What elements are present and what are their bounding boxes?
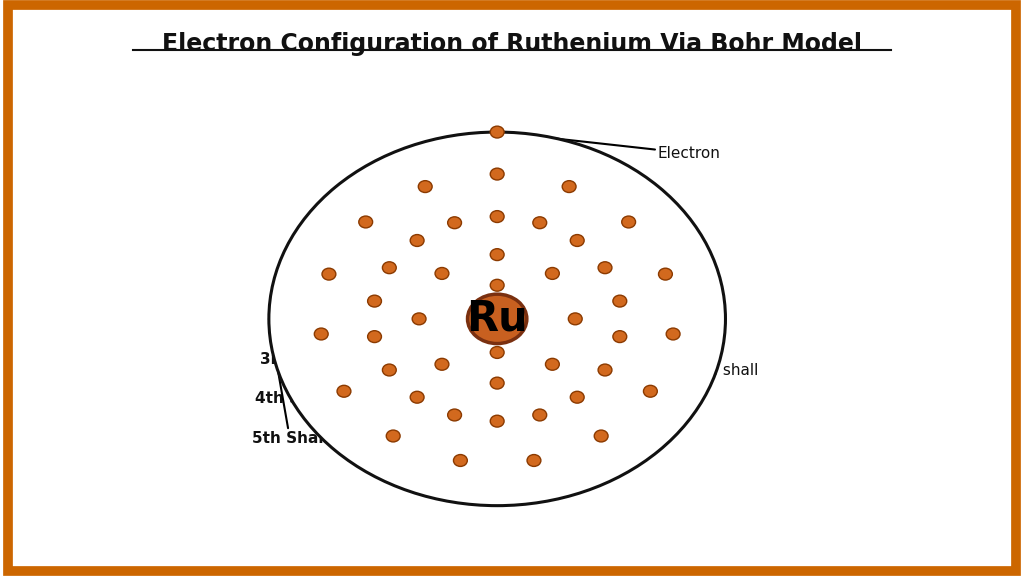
Ellipse shape (490, 126, 504, 138)
Ellipse shape (594, 430, 608, 442)
Ellipse shape (418, 181, 432, 192)
Ellipse shape (568, 313, 583, 325)
Ellipse shape (613, 295, 627, 307)
Ellipse shape (382, 262, 396, 274)
Text: Electron Configuration of Ruthenium Via Bohr Model: Electron Configuration of Ruthenium Via … (162, 32, 862, 56)
Ellipse shape (269, 132, 725, 506)
Ellipse shape (411, 234, 424, 247)
Ellipse shape (598, 262, 612, 274)
Ellipse shape (386, 430, 400, 442)
Text: 2ndShall: 2ndShall (266, 314, 419, 329)
Ellipse shape (490, 377, 504, 389)
Ellipse shape (454, 454, 467, 467)
Ellipse shape (622, 216, 636, 228)
Ellipse shape (314, 328, 328, 340)
Ellipse shape (435, 358, 449, 370)
Ellipse shape (490, 168, 504, 180)
Ellipse shape (368, 331, 382, 343)
Ellipse shape (321, 174, 674, 464)
Ellipse shape (562, 181, 577, 192)
Ellipse shape (527, 454, 541, 467)
Ellipse shape (546, 267, 559, 279)
Ellipse shape (322, 268, 336, 280)
Ellipse shape (490, 249, 504, 260)
Ellipse shape (570, 234, 584, 247)
Ellipse shape (490, 415, 504, 427)
Ellipse shape (435, 267, 449, 279)
Text: Valence shall: Valence shall (657, 319, 758, 378)
Ellipse shape (490, 347, 504, 358)
Ellipse shape (419, 255, 575, 383)
Text: Electron: Electron (498, 132, 721, 161)
Text: 4th Shall: 4th Shall (255, 319, 332, 407)
Text: 1st Shall: 1st Shall (276, 271, 457, 319)
Ellipse shape (667, 328, 680, 340)
Ellipse shape (411, 391, 424, 403)
Text: 5th Shall: 5th Shall (252, 319, 328, 446)
Ellipse shape (570, 391, 584, 403)
Ellipse shape (546, 358, 559, 370)
Ellipse shape (490, 211, 504, 222)
Ellipse shape (468, 294, 526, 343)
Ellipse shape (457, 285, 538, 353)
Text: Nucleus: Nucleus (522, 306, 719, 321)
Ellipse shape (373, 217, 622, 421)
Ellipse shape (447, 217, 462, 229)
Ellipse shape (598, 364, 612, 376)
Ellipse shape (337, 385, 351, 397)
Ellipse shape (613, 331, 627, 343)
Ellipse shape (532, 409, 547, 421)
Ellipse shape (413, 313, 426, 325)
Ellipse shape (532, 217, 547, 229)
Ellipse shape (368, 295, 382, 307)
Ellipse shape (447, 409, 462, 421)
Ellipse shape (658, 268, 673, 280)
Text: Ru: Ru (466, 298, 528, 340)
Ellipse shape (643, 385, 657, 397)
Text: 3rd Shall: 3rd Shall (260, 319, 373, 367)
Ellipse shape (382, 364, 396, 376)
Ellipse shape (358, 216, 373, 228)
Ellipse shape (490, 279, 504, 291)
